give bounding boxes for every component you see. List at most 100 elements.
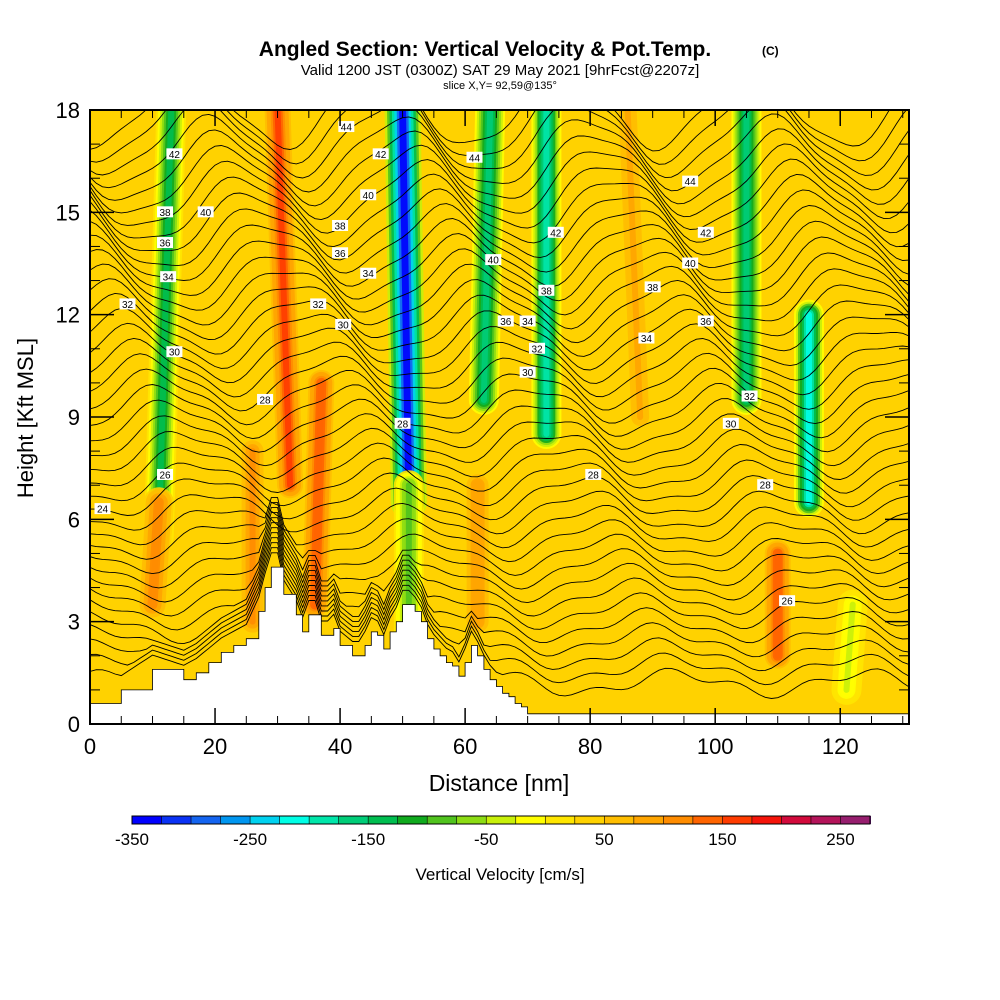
contour-label: 34 xyxy=(160,271,177,284)
figure-header: Angled Section: Vertical Velocity & Pot.… xyxy=(259,38,779,92)
isentrope-line xyxy=(90,188,909,261)
contour-label: 36 xyxy=(157,237,174,250)
colorbar-swatch xyxy=(515,816,546,824)
valid-time-line: Valid 1200 JST (0300Z) SAT 29 May 2021 [… xyxy=(301,62,700,79)
colorbar-swatch xyxy=(161,816,192,824)
contour-label-box xyxy=(757,479,774,491)
contour-label-box xyxy=(497,315,514,327)
colorbar-swatch xyxy=(722,816,752,824)
isentrope-line xyxy=(90,507,909,576)
contour-label-text: 32 xyxy=(744,392,756,403)
contour-label: 34 xyxy=(638,332,655,345)
colorbar-tick-label: -350 xyxy=(115,830,149,849)
contour-label-text: 26 xyxy=(782,597,794,608)
contour-label-box xyxy=(335,318,352,330)
x-tick-label: 0 xyxy=(84,734,96,759)
contour-label: 28 xyxy=(757,479,774,492)
plume-band xyxy=(274,110,294,489)
contour-label: 30 xyxy=(335,318,352,331)
contour-label-text: 40 xyxy=(363,191,375,202)
contour-label-text: 38 xyxy=(541,286,553,297)
isentrope-line xyxy=(90,527,909,631)
isentrope-line xyxy=(90,542,909,672)
contour-label: 44 xyxy=(682,175,699,188)
contour-label-text: 36 xyxy=(159,239,171,250)
isentrope-line xyxy=(90,522,909,617)
contour-label-text: 32 xyxy=(122,300,134,311)
y-tick-label: 15 xyxy=(56,200,80,225)
x-tick-label: 80 xyxy=(578,734,602,759)
contour-label-text: 42 xyxy=(550,228,562,239)
colorbar-tick-label: 50 xyxy=(595,830,614,849)
contour-label-box xyxy=(157,206,174,218)
contour-label-text: 26 xyxy=(159,470,171,481)
isentrope-line xyxy=(90,497,909,549)
plot-area: 42 38 40 36 34 32 30 28 26 24 44 42 40 38 36 34 32 30 28 44… xyxy=(90,110,909,724)
velocity-plume xyxy=(831,589,868,705)
contour-label: 38 xyxy=(332,219,349,232)
contour-label: 30 xyxy=(722,417,739,430)
colorbar-swatch xyxy=(427,816,457,824)
colorbar-swatch xyxy=(633,816,664,824)
colorbar-swatch xyxy=(309,816,339,824)
isentrope-line xyxy=(90,307,909,371)
contour-label-box xyxy=(722,417,739,429)
contour-label-box xyxy=(466,151,483,163)
isentrope-line xyxy=(90,233,909,302)
contour-label: 40 xyxy=(197,206,214,219)
chart-title: Angled Section: Vertical Velocity & Pot.… xyxy=(259,38,711,61)
contour-label-text: 34 xyxy=(522,317,534,328)
contour-label-box xyxy=(372,148,389,160)
colorbar-swatch xyxy=(132,816,162,824)
contour-label-box xyxy=(682,257,699,269)
contour-label-text: 28 xyxy=(397,419,409,430)
colorbar-swatch xyxy=(220,816,251,824)
contour-label: 32 xyxy=(741,390,758,403)
isentrope-line xyxy=(90,337,909,398)
colorbar-swatch xyxy=(368,816,398,824)
contour-label-box xyxy=(166,346,183,358)
contour-label-text: 34 xyxy=(641,334,653,345)
contour-label: 34 xyxy=(519,315,536,328)
contour-label-text: 28 xyxy=(588,470,600,481)
isentrope-line xyxy=(90,413,909,467)
isentrope-line xyxy=(90,552,909,699)
plume-band xyxy=(155,110,175,540)
colorbar-swatch xyxy=(545,816,575,824)
isentrope-line xyxy=(90,113,909,193)
contour-label: 44 xyxy=(466,151,483,164)
contour-label-box xyxy=(529,342,546,354)
contour-label-box xyxy=(585,468,602,480)
contour-label-box xyxy=(682,175,699,187)
colorbar-swatch xyxy=(810,816,841,824)
contour-label-text: 28 xyxy=(259,395,271,406)
isentrope-line xyxy=(90,173,909,248)
colorbar-swatch xyxy=(840,816,870,824)
contour-label-box xyxy=(119,298,136,310)
contour-label: 24 xyxy=(94,503,111,516)
contour-label-text: 34 xyxy=(363,269,375,280)
contour-label-text: 36 xyxy=(500,317,512,328)
plume-band xyxy=(149,499,162,608)
contour-label-text: 30 xyxy=(522,368,534,379)
contour-label: 40 xyxy=(485,254,502,267)
terrain-mask xyxy=(90,566,909,724)
contour-label-box xyxy=(538,284,555,296)
contour-label-text: 44 xyxy=(685,177,697,188)
contour-label-text: 38 xyxy=(335,221,347,232)
isentrope-line xyxy=(90,427,909,480)
contour-label: 38 xyxy=(157,206,174,219)
isentrope-line xyxy=(90,158,909,234)
contour-label-box xyxy=(166,148,183,160)
contour-label-text: 42 xyxy=(700,228,712,239)
colorbar-swatch xyxy=(456,816,487,824)
contour-label-text: 38 xyxy=(647,283,659,294)
colorbar: -350 -250 -150 -50 50 150 250 xyxy=(115,815,871,849)
contour-label-text: 40 xyxy=(200,208,212,219)
contour-label-box xyxy=(332,247,349,259)
contour-label-text: 34 xyxy=(163,273,175,284)
isentrope-line xyxy=(90,248,909,316)
contour-label: 44 xyxy=(338,121,355,134)
isentrope-line xyxy=(90,442,909,494)
